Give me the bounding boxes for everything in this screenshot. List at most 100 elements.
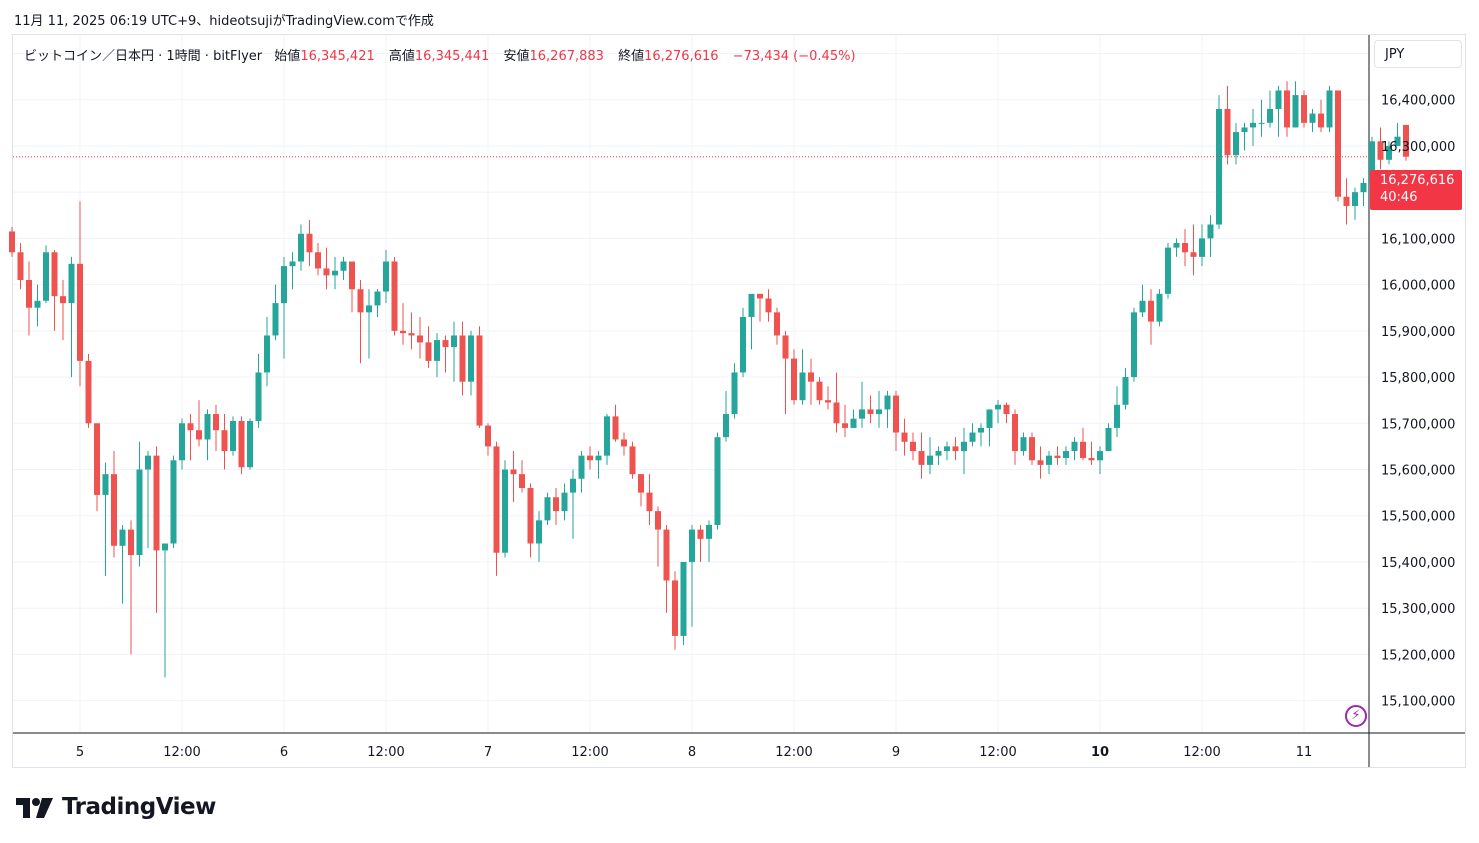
candle-body [978, 427, 984, 433]
x-tick-label: 9 [892, 745, 900, 760]
candle [1148, 289, 1154, 345]
candle [204, 409, 211, 461]
candle [782, 330, 789, 415]
grid-layer [13, 35, 1369, 733]
y-tick-label: 15,700,000 [1381, 417, 1455, 432]
candle [1352, 187, 1358, 220]
snapshot-caption: 11月 11, 2025 06:19 UTC+9、hideotsujiがTrad… [14, 14, 434, 29]
candle-body [935, 451, 942, 456]
y-tick-label: 15,300,000 [1381, 602, 1455, 617]
candle-body [774, 312, 780, 336]
candle-body [1343, 196, 1350, 207]
candle [502, 460, 508, 558]
candle-body [561, 492, 568, 512]
candle [1403, 124, 1409, 161]
candle-body [1131, 312, 1137, 378]
candle-body [1284, 90, 1290, 128]
candle-body [1309, 113, 1316, 123]
candle-body [196, 430, 202, 440]
candle-body [1029, 437, 1035, 461]
candle-body [816, 381, 823, 401]
candle [672, 571, 678, 650]
candle-body [162, 543, 168, 551]
lightning-bolt-icon[interactable]: ⚡ [1345, 705, 1367, 727]
candle-body [536, 520, 542, 544]
candle-body [247, 420, 253, 468]
candle-body [119, 529, 126, 546]
candle-body [748, 293, 755, 317]
candle-body [485, 425, 491, 447]
time-axis: 5 12:00 6 12:00 7 12:00 8 12:00 9 12:00 10 12:00 11 [76, 745, 1312, 760]
candle-body [765, 298, 772, 313]
candle [476, 326, 483, 428]
candle [774, 307, 780, 345]
legend-open-value: 16,345,421 [300, 49, 375, 64]
candle-body [255, 372, 262, 421]
candle-body [408, 333, 415, 336]
candle [638, 474, 644, 507]
candle-body [68, 263, 75, 304]
brand[interactable]: TradingView [16, 792, 216, 822]
candle [1318, 99, 1324, 133]
candle-body [961, 441, 967, 452]
candle-body [527, 488, 534, 544]
candle [43, 245, 49, 304]
candle [536, 511, 542, 562]
candle-body [1037, 460, 1044, 465]
candle [485, 423, 491, 456]
candle-body [944, 446, 950, 452]
candle [714, 432, 721, 530]
candle [910, 432, 916, 461]
candle [255, 353, 262, 428]
x-tick-label: 10 [1091, 745, 1109, 760]
candle [697, 524, 704, 562]
candle-body [434, 340, 440, 361]
candle-body [706, 524, 712, 539]
candle-body [689, 529, 695, 562]
y-tick-label: 15,500,000 [1381, 510, 1455, 525]
candle [1020, 432, 1027, 456]
candle-body [578, 455, 585, 479]
candle-body [128, 529, 134, 556]
candle [850, 409, 857, 428]
candle [1394, 122, 1401, 146]
candle-body [238, 420, 245, 468]
candle-body [332, 270, 338, 276]
candle-body [145, 455, 151, 470]
candle [145, 451, 151, 549]
candle [663, 524, 670, 613]
candle-body [1318, 113, 1324, 128]
x-tick-label: 12:00 [367, 745, 404, 760]
candle-body [604, 416, 610, 456]
candle-body [825, 400, 831, 403]
candle-body [995, 404, 1001, 410]
candle-body [315, 252, 321, 269]
candle-body [1233, 132, 1239, 156]
candle-body [1165, 247, 1171, 294]
currency-button[interactable]: JPY [1374, 40, 1462, 68]
candle [561, 483, 568, 521]
candle [247, 418, 253, 470]
candle-body [833, 402, 840, 424]
candle [315, 243, 321, 276]
candle-body [621, 439, 627, 447]
candle [119, 524, 126, 604]
candle [442, 335, 449, 373]
candle-body [655, 511, 661, 530]
candle [765, 289, 772, 322]
candle [519, 460, 525, 493]
candle [60, 279, 66, 341]
candle [221, 414, 228, 470]
candle-body [272, 303, 279, 336]
candle-body [1241, 127, 1248, 133]
candle-body [306, 233, 313, 253]
candle-body [1199, 238, 1205, 257]
candle [400, 303, 406, 345]
candle-body [1403, 124, 1409, 157]
candle-body [672, 580, 678, 636]
tradingview-logo-icon [16, 798, 53, 818]
candle [451, 321, 457, 382]
candle-body [842, 423, 848, 428]
candle-body [1190, 252, 1197, 257]
